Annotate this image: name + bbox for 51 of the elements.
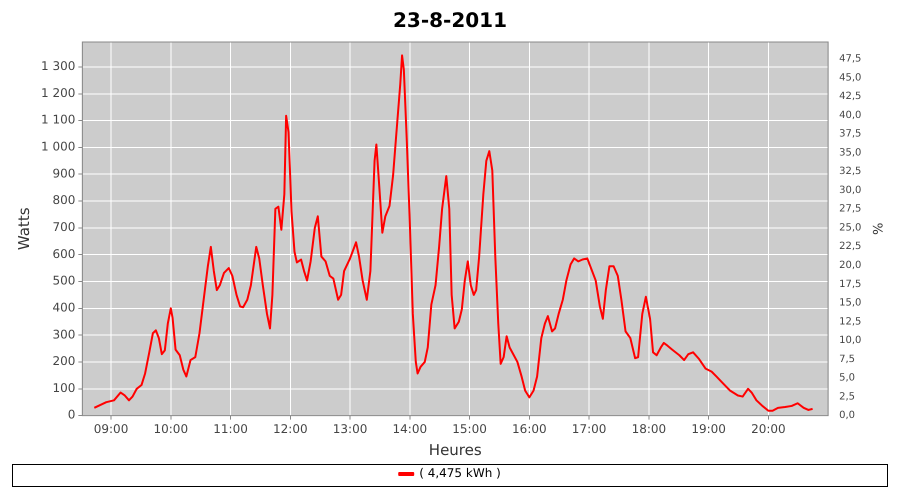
y2-tick-label: 20,0 [839,260,862,272]
y-tick-label: 800 [52,193,76,208]
y-tick-label: 1 000 [40,140,76,154]
y-tick-label: 400 [52,300,76,314]
y-tick-label: 300 [52,327,76,342]
y-tick-label: 600 [52,246,76,261]
y-tick-label: 1 200 [40,86,76,100]
y2-tick-label: 27,5 [839,204,862,215]
y-tick-label: 1 300 [40,59,76,74]
x-tick-label: 20:00 [751,422,786,436]
x-tick-label: 17:00 [572,422,606,436]
legend-label: ( 4,475 kWh ) [419,466,501,480]
y2-tick-label: 12,5 [839,316,862,328]
y-tick-label: 100 [52,380,76,395]
y2-tick-label: 42,5 [839,91,862,102]
y2-tick-label: 5,0 [839,372,856,384]
y-tick-label: 700 [52,220,76,234]
x-tick-label: 15:00 [452,422,487,436]
y2-tick-label: 0,0 [839,410,856,422]
y-tick-label: 1 100 [40,112,76,127]
x-axis-title: Heures [428,440,482,459]
y2-tick-label: 22,5 [839,241,862,252]
x-tick-label: 14:00 [392,422,428,436]
y-tick-label: 500 [52,274,76,288]
x-tick-label: 18:00 [632,422,666,436]
x-tick-label: 12:00 [273,422,308,436]
y2-tick-label: 47,5 [839,53,862,64]
y2-tick-label: 30,0 [839,184,862,196]
y2-tick-label: 40,0 [839,110,862,121]
y2-tick-label: 32,5 [839,166,862,178]
y2-tick-label: 25,0 [839,222,862,234]
y2-tick-label: 15,0 [839,298,862,309]
y2-tick-label: 37,5 [839,128,862,140]
y2-tick-label: 35,0 [839,147,862,158]
y2-tick-label: 10,0 [839,335,862,346]
y-axis-title: Watts [14,207,33,250]
y2-tick-label: 17,5 [839,278,862,290]
x-tick-label: 09:00 [94,422,128,436]
chart-title: 23-8-2011 [392,8,508,32]
x-tick-label: 19:00 [691,422,726,436]
x-tick-label: 11:00 [213,422,248,436]
y-tick-label: 900 [52,166,76,180]
y2-tick-label: 45,0 [839,72,862,84]
x-tick-label: 10:00 [154,422,188,436]
y2-tick-label: 2,5 [839,391,856,402]
y-tick-label: 0 [68,408,76,422]
y2-tick-label: 7,5 [839,354,856,365]
x-tick-label: 16:00 [512,422,547,436]
x-tick-label: 13:00 [332,422,368,436]
y-tick-label: 200 [52,354,76,368]
y2-axis-title: % [868,222,884,235]
